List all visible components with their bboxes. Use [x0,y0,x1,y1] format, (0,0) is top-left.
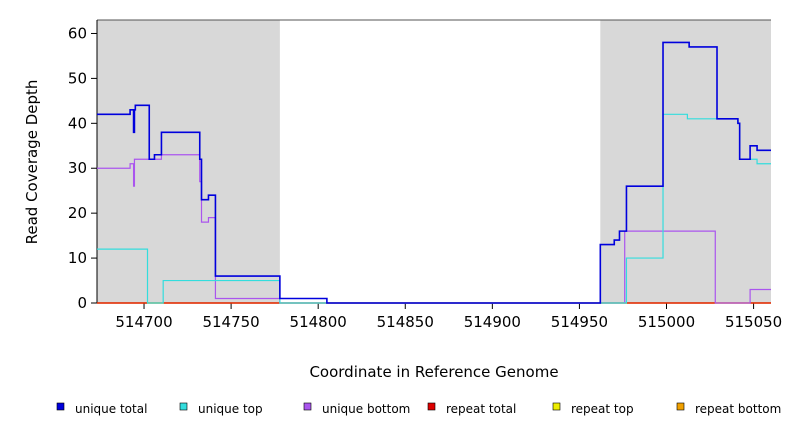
y-tick-label: 60 [68,24,87,42]
series-layer [97,41,771,304]
y-tick-label: 20 [68,204,87,222]
legend-label-unique-top: unique top [198,402,263,416]
legend-swatch-repeat-total [427,402,436,411]
x-tick-label: 514800 [290,313,347,331]
legend-label-repeat-bottom: repeat bottom [695,402,781,416]
y-tick-label: 40 [68,114,87,132]
shaded-regions [97,20,771,303]
x-tick-label: 514900 [464,313,521,331]
y-tick-label: 10 [68,249,87,267]
shaded-region-2 [600,20,771,303]
legend-label-unique-bottom: unique bottom [322,402,410,416]
x-tick-label: 515050 [725,313,782,331]
legend-label-repeat-total: repeat total [446,402,516,416]
legend-swatch-repeat-bottom [676,402,685,411]
x-tick-label: 514750 [202,313,259,331]
y-tick-label: 50 [68,69,87,87]
legend-swatch-unique-top [179,402,188,411]
legend-swatch-unique-bottom [303,402,312,411]
x-tick-label: 515000 [638,313,695,331]
y-axis-title: Read Coverage Depth [23,80,41,245]
legend-swatch-unique-total [56,402,65,411]
shaded-region-1 [97,20,280,303]
legend: unique total unique top unique bottom repea… [56,402,781,416]
series-unique-total [97,41,771,304]
y-tick-label: 0 [77,294,87,312]
legend-label-unique-total: unique total [75,402,147,416]
legend-label-repeat-top: repeat top [571,402,634,416]
x-axis-title: Coordinate in Reference Genome [309,363,558,381]
x-tick-label: 514700 [115,313,172,331]
series-unique-bottom [97,154,771,304]
legend-swatch-repeat-top [552,402,561,411]
y-tick-label: 30 [68,159,87,177]
x-tick-label: 514850 [377,313,434,331]
x-tick-label: 514950 [551,313,608,331]
